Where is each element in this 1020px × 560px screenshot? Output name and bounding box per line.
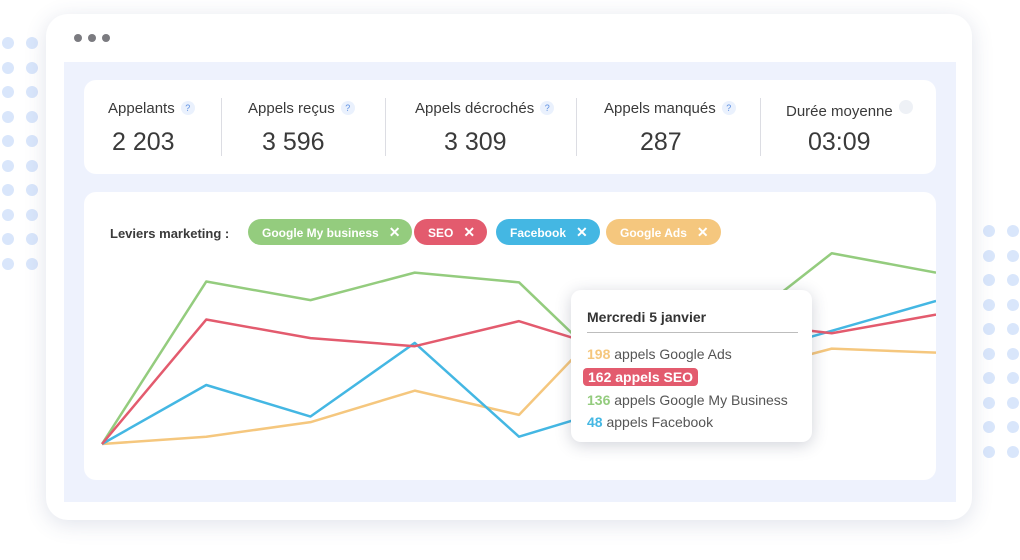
window-dot-icon xyxy=(88,34,96,42)
decorative-dot xyxy=(2,159,14,172)
help-icon[interactable]: ? xyxy=(721,101,736,115)
tooltip-row-facebook: 48 appels Facebook xyxy=(587,414,713,430)
stat-value: 3 596 xyxy=(262,128,325,156)
decorative-dot xyxy=(983,347,995,360)
stat-value: 03:09 xyxy=(808,128,871,156)
stat-label: Appels décrochés xyxy=(415,100,535,117)
decorative-dot xyxy=(2,61,14,74)
dashboard-window: Appelants? 2 203 Appels reçus? 3 596 App… xyxy=(46,14,972,520)
decorative-dot xyxy=(1007,298,1019,311)
stat-value: 2 203 xyxy=(112,128,175,156)
stat-value: 287 xyxy=(640,128,682,156)
filter-chip-google-ads[interactable]: Google Ads ✕ xyxy=(606,219,721,245)
decorative-dot xyxy=(26,257,38,270)
help-icon[interactable]: ? xyxy=(540,101,555,115)
decorative-dot xyxy=(1007,347,1019,360)
decorative-dot xyxy=(26,159,38,172)
tooltip-text: appels Facebook xyxy=(606,414,714,430)
divider xyxy=(576,98,577,156)
chip-label: SEO xyxy=(428,226,454,240)
decorative-dot xyxy=(26,135,38,147)
tooltip-row-google-my-business: 136 appels Google My Business xyxy=(587,392,788,408)
help-icon[interactable]: ? xyxy=(180,101,195,115)
decorative-dot xyxy=(983,372,995,384)
filter-chip-facebook[interactable]: Facebook ✕ xyxy=(496,219,600,245)
decorative-dot xyxy=(26,61,38,74)
decorative-dot xyxy=(1007,445,1019,458)
decorative-dot xyxy=(1007,396,1019,409)
decorative-dot xyxy=(983,421,995,433)
stat-label: Appels manqués xyxy=(604,100,716,117)
decorative-dot xyxy=(1007,372,1019,384)
close-icon[interactable]: ✕ xyxy=(576,224,588,240)
tooltip-row-google-ads: 198 appels Google Ads xyxy=(587,346,732,362)
decorative-dot xyxy=(2,233,14,245)
chip-label: Google Ads xyxy=(620,226,687,240)
tooltip-text: appels Google My Business xyxy=(614,392,788,408)
stats-panel: Appelants? 2 203 Appels reçus? 3 596 App… xyxy=(84,80,936,174)
close-icon[interactable]: ✕ xyxy=(388,224,401,240)
series-line-google-my-business xyxy=(100,251,936,445)
decorative-dot xyxy=(26,208,38,221)
decorative-dot xyxy=(2,208,14,221)
decorative-dot xyxy=(26,37,38,49)
decorative-dot xyxy=(2,135,14,147)
help-icon[interactable] xyxy=(898,100,913,114)
decorative-dot xyxy=(1007,225,1019,237)
stat-value: 3 309 xyxy=(444,128,507,156)
decorative-dot xyxy=(983,396,995,409)
window-dot-icon xyxy=(74,34,82,42)
filter-chip-seo[interactable]: SEO ✕ xyxy=(414,219,488,245)
close-icon[interactable]: ✕ xyxy=(696,224,709,240)
tooltip-value: 48 xyxy=(587,414,603,430)
chart-tooltip: Mercredi 5 janvier 198 appels Google Ads… xyxy=(571,290,812,442)
divider xyxy=(760,98,761,156)
window-dot-icon xyxy=(102,34,110,42)
stat-label: Appels reçus xyxy=(248,100,335,117)
decorative-dot xyxy=(2,110,14,123)
tooltip-value: 198 xyxy=(587,346,611,362)
decorative-dot xyxy=(1007,274,1019,286)
divider xyxy=(587,332,798,333)
tooltip-title: Mercredi 5 janvier xyxy=(587,309,707,325)
decorative-dot xyxy=(983,445,995,458)
dashboard-content: Appelants? 2 203 Appels reçus? 3 596 App… xyxy=(64,62,956,502)
divider xyxy=(221,98,222,156)
tooltip-value: 136 xyxy=(587,392,611,408)
window-controls xyxy=(74,34,110,42)
decorative-dot xyxy=(1007,249,1019,262)
help-icon[interactable]: ? xyxy=(340,101,355,115)
stat-label: Appelants xyxy=(108,100,175,117)
decorative-dot xyxy=(2,184,14,196)
chip-label: Google My business xyxy=(262,226,379,240)
tooltip-text: appels SEO xyxy=(615,369,694,385)
decorative-dot xyxy=(983,225,995,237)
decorative-dot xyxy=(2,257,14,270)
stat-label: Durée moyenne xyxy=(786,103,893,120)
decorative-dot xyxy=(983,249,995,262)
tooltip-value: 162 xyxy=(588,369,612,385)
decorative-dot xyxy=(2,37,14,49)
filter-chip-google-my-business[interactable]: Google My business ✕ xyxy=(248,219,413,245)
decorative-dot xyxy=(26,233,38,245)
decorative-dot xyxy=(26,184,38,196)
decorative-dot xyxy=(2,86,14,98)
chip-label: Facebook xyxy=(510,226,567,240)
decorative-dot xyxy=(983,274,995,286)
tooltip-text: appels Google Ads xyxy=(614,346,732,362)
decorative-dot xyxy=(26,86,38,98)
decorative-dot xyxy=(983,323,995,335)
divider xyxy=(385,98,386,156)
tooltip-row-seo: 162 appels SEO xyxy=(583,368,699,386)
decorative-dot xyxy=(983,298,995,311)
decorative-dot xyxy=(26,110,38,123)
close-icon[interactable]: ✕ xyxy=(463,224,476,240)
decorative-dot xyxy=(1007,421,1019,433)
filters-label: Leviers marketing : xyxy=(110,226,230,241)
decorative-dot xyxy=(1007,323,1019,335)
